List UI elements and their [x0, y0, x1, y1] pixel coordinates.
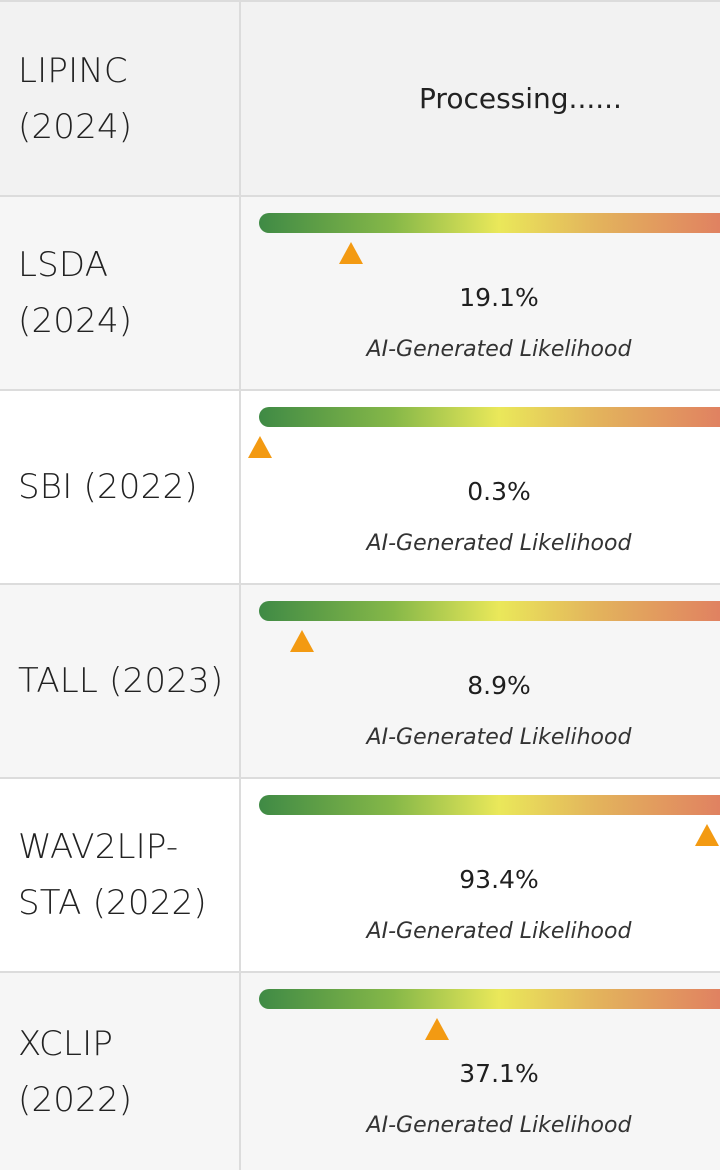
- likelihood-gradient-bar: [259, 407, 720, 427]
- likelihood-marker-icon: [248, 436, 273, 458]
- likelihood-gradient-bar: [259, 213, 720, 233]
- likelihood-percent: 19.1%: [459, 283, 539, 312]
- table-row: LIPINC (2024) Processing......: [0, 2, 720, 197]
- model-name: WAV2LIP-STA (2022): [18, 827, 207, 923]
- model-name: LSDA (2024): [18, 245, 133, 341]
- likelihood-gradient-bar: [259, 795, 720, 815]
- table-row: XCLIP (2022) 37.1% AI-Generated Likeliho…: [0, 973, 720, 1170]
- likelihood-marker-icon: [425, 1018, 450, 1040]
- model-name-cell: XCLIP (2022): [0, 973, 241, 1170]
- likelihood-caption: AI-Generated Likelihood: [366, 725, 632, 750]
- table-row: WAV2LIP-STA (2022) 93.4% AI-Generated Li…: [0, 779, 720, 973]
- likelihood-percent: 8.9%: [467, 671, 531, 700]
- result-cell: 19.1% AI-Generated Likelihood: [241, 197, 720, 389]
- processing-status: Processing......: [419, 82, 622, 115]
- likelihood-percent: 93.4%: [459, 865, 539, 894]
- likelihood-gradient-bar: [259, 989, 720, 1009]
- likelihood-marker-icon: [289, 630, 314, 652]
- result-cell: 8.9% AI-Generated Likelihood: [241, 585, 720, 777]
- model-name-cell: WAV2LIP-STA (2022): [0, 779, 241, 971]
- table-row: SBI (2022) 0.3% AI-Generated Likelihood: [0, 391, 720, 585]
- likelihood-caption: AI-Generated Likelihood: [366, 531, 632, 556]
- table-row: LSDA (2024) 19.1% AI-Generated Likelihoo…: [0, 197, 720, 391]
- likelihood-marker-icon: [338, 242, 363, 264]
- model-name-cell: SBI (2022): [0, 391, 241, 583]
- model-name-cell: TALL (2023): [0, 585, 241, 777]
- table-row: TALL (2023) 8.9% AI-Generated Likelihood: [0, 585, 720, 779]
- result-cell: 0.3% AI-Generated Likelihood: [241, 391, 720, 583]
- model-name-cell: LIPINC (2024): [0, 2, 241, 195]
- result-cell: Processing......: [241, 2, 720, 195]
- model-name: XCLIP (2022): [18, 1023, 133, 1120]
- likelihood-caption: AI-Generated Likelihood: [366, 337, 632, 362]
- likelihood-marker-icon: [695, 824, 720, 846]
- model-name: SBI (2022): [18, 467, 198, 507]
- likelihood-percent: 37.1%: [459, 1059, 539, 1088]
- result-cell: 93.4% AI-Generated Likelihood: [241, 779, 720, 971]
- model-name: LIPINC (2024): [18, 50, 133, 147]
- model-name: TALL (2023): [18, 661, 224, 701]
- likelihood-gradient-bar: [259, 601, 720, 621]
- likelihood-percent: 0.3%: [467, 477, 531, 506]
- result-cell: 37.1% AI-Generated Likelihood: [241, 973, 720, 1170]
- model-name-cell: LSDA (2024): [0, 197, 241, 389]
- likelihood-caption: AI-Generated Likelihood: [366, 1113, 632, 1138]
- likelihood-caption: AI-Generated Likelihood: [366, 919, 632, 944]
